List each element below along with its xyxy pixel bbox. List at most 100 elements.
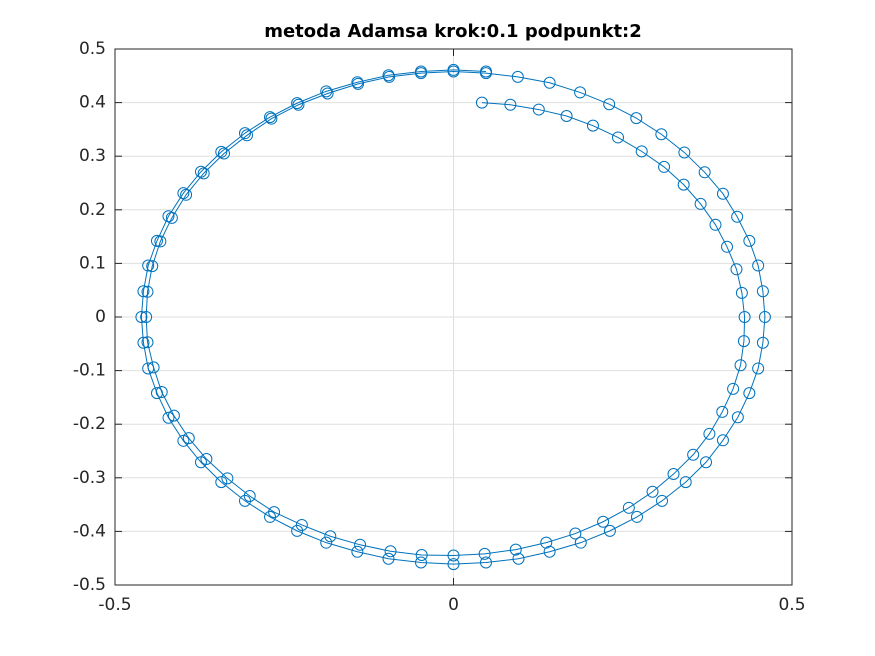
- data-marker: [646, 485, 659, 498]
- data-marker: [167, 409, 180, 422]
- data-marker: [215, 145, 228, 158]
- data-marker: [243, 490, 256, 503]
- y-tick-label: 0.1: [79, 253, 106, 273]
- data-marker: [698, 166, 711, 179]
- data-marker: [731, 210, 744, 223]
- data-marker: [197, 167, 210, 180]
- data-marker: [447, 63, 460, 76]
- data-marker: [479, 556, 492, 569]
- data-marker: [320, 536, 333, 549]
- chart-title: metoda Adamsa krok:0.1 podpunkt:2: [264, 21, 642, 42]
- data-marker: [656, 494, 669, 507]
- data-marker: [630, 112, 643, 125]
- y-tick-label: -0.4: [73, 521, 106, 541]
- data-marker: [716, 405, 729, 418]
- data-marker: [146, 260, 159, 273]
- data-marker: [479, 65, 492, 78]
- data-marker: [727, 382, 740, 395]
- data-marker: [540, 536, 553, 549]
- data-marker: [182, 432, 195, 445]
- data-marker: [603, 524, 616, 537]
- data-marker: [511, 70, 524, 83]
- data-marker: [291, 97, 304, 110]
- data-marker: [655, 128, 668, 141]
- data-marker: [716, 187, 729, 200]
- data-marker: [221, 472, 234, 485]
- data-marker: [141, 285, 154, 298]
- data-marker: [700, 456, 713, 469]
- data-marker: [415, 548, 428, 561]
- data-marker: [384, 545, 397, 558]
- data-marker: [532, 103, 545, 116]
- data-marker: [475, 96, 488, 109]
- y-tick-label: 0.2: [79, 200, 106, 220]
- data-marker: [677, 178, 690, 191]
- data-marker: [667, 468, 680, 481]
- data-marker: [752, 259, 765, 272]
- data-marker: [730, 263, 743, 276]
- data-marker: [238, 494, 251, 507]
- data-marker: [738, 311, 751, 323]
- y-tick-label: -0.5: [73, 575, 106, 595]
- data-marker: [320, 85, 333, 98]
- data-marker: [217, 147, 230, 160]
- data-marker: [137, 336, 150, 349]
- data-marker: [679, 476, 692, 489]
- data-marker: [504, 98, 517, 111]
- data-marker: [509, 543, 522, 556]
- y-tick-label: 0.4: [79, 93, 106, 113]
- data-marker: [678, 146, 691, 159]
- data-marker: [512, 552, 525, 565]
- data-marker: [147, 361, 160, 374]
- data-marker: [291, 524, 304, 537]
- data-marker: [569, 527, 582, 540]
- data-marker: [162, 210, 175, 223]
- data-marker: [447, 549, 460, 562]
- data-marker: [140, 311, 153, 323]
- y-tick-label: 0.3: [79, 146, 106, 166]
- data-marker: [734, 359, 747, 372]
- data-marker: [737, 335, 750, 348]
- data-marker: [142, 362, 155, 375]
- data-marker: [743, 234, 756, 247]
- data-marker: [612, 131, 625, 144]
- data-marker: [560, 110, 573, 122]
- data-marker: [597, 515, 610, 528]
- data-marker: [155, 386, 168, 399]
- data-marker: [162, 411, 175, 424]
- x-tick-label: -0.5: [98, 595, 131, 615]
- data-marker: [382, 552, 395, 565]
- data-marker: [137, 285, 150, 298]
- data-marker: [635, 145, 648, 158]
- data-marker: [735, 286, 748, 299]
- data-marker: [574, 536, 587, 549]
- y-tick-label: -0.2: [73, 414, 106, 434]
- data-marker: [194, 456, 207, 469]
- y-tick-label: 0.5: [79, 39, 106, 59]
- data-marker: [658, 160, 671, 173]
- data-marker: [758, 311, 771, 323]
- data-marker: [703, 427, 716, 440]
- data-marker: [603, 98, 616, 111]
- data-marker: [241, 129, 254, 142]
- data-marker: [586, 119, 599, 132]
- data-marker: [194, 165, 207, 178]
- data-marker: [354, 538, 367, 551]
- data-marker: [543, 76, 556, 89]
- y-tick-label: -0.3: [73, 468, 106, 488]
- data-marker: [756, 285, 769, 298]
- data-marker: [543, 545, 556, 558]
- data-marker: [716, 434, 729, 447]
- data-marker: [180, 188, 193, 201]
- y-tick-label: 0: [95, 307, 106, 327]
- data-marker: [265, 112, 278, 125]
- data-marker: [415, 65, 428, 78]
- data-marker: [177, 187, 190, 200]
- data-marker: [687, 448, 700, 461]
- y-tick-label: -0.1: [73, 361, 106, 381]
- data-marker: [154, 235, 167, 248]
- data-marker: [141, 336, 154, 349]
- data-marker: [324, 530, 337, 543]
